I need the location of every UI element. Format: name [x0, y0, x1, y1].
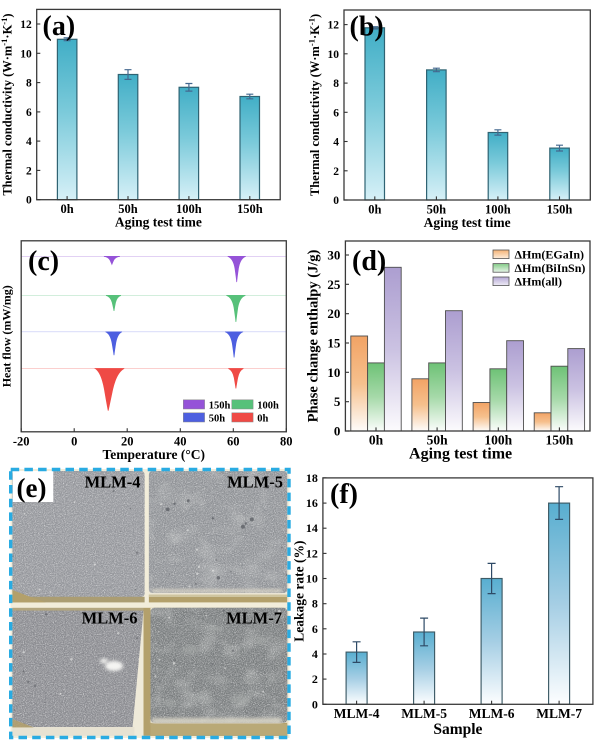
svg-text:Phase change enthalpy (J/g): Phase change enthalpy (J/g) — [306, 249, 322, 422]
svg-text:100h: 100h — [176, 202, 202, 216]
svg-text:Thermal conductivity (W·m-1·K-: Thermal conductivity (W·m-1·K-1) — [0, 13, 15, 195]
svg-text:(d): (d) — [352, 246, 386, 277]
svg-text:MLM-6: MLM-6 — [82, 609, 138, 628]
svg-text:2: 2 — [333, 166, 339, 178]
svg-text:150h: 150h — [237, 202, 263, 216]
svg-text:14: 14 — [306, 521, 318, 535]
svg-text:2: 2 — [26, 165, 32, 177]
svg-text:8: 8 — [333, 78, 339, 90]
svg-text:MLM-7: MLM-7 — [226, 609, 282, 628]
svg-text:4: 4 — [312, 647, 318, 661]
svg-text:0: 0 — [334, 424, 341, 439]
svg-text:0h: 0h — [60, 202, 73, 216]
svg-text:(f): (f) — [330, 479, 358, 510]
svg-text:ΔHm(EGaIn): ΔHm(EGaIn) — [515, 247, 585, 261]
svg-text:0h: 0h — [368, 203, 381, 217]
svg-text:(c): (c) — [28, 246, 59, 277]
svg-text:100h: 100h — [484, 433, 512, 448]
svg-text:MLM-5: MLM-5 — [227, 473, 283, 492]
svg-text:100h: 100h — [257, 400, 279, 411]
svg-text:80: 80 — [280, 434, 293, 448]
svg-text:150h: 150h — [547, 203, 573, 217]
svg-text:Aging test time: Aging test time — [424, 215, 511, 230]
svg-text:0: 0 — [312, 697, 318, 711]
svg-text:8: 8 — [312, 597, 318, 611]
svg-text:MLM-6: MLM-6 — [469, 706, 515, 721]
svg-text:4: 4 — [26, 136, 32, 148]
svg-text:-20: -20 — [13, 434, 30, 448]
svg-text:0: 0 — [26, 195, 32, 207]
svg-text:0h: 0h — [257, 413, 268, 424]
svg-text:30: 30 — [327, 248, 340, 263]
svg-text:0h: 0h — [369, 433, 384, 448]
svg-text:6: 6 — [333, 107, 339, 119]
svg-text:6: 6 — [26, 107, 32, 119]
svg-text:2: 2 — [312, 672, 318, 686]
svg-text:12: 12 — [20, 19, 32, 31]
svg-text:5: 5 — [334, 394, 341, 409]
svg-text:50h: 50h — [118, 202, 138, 216]
svg-text:20: 20 — [327, 306, 340, 321]
svg-text:MLM-7: MLM-7 — [536, 706, 582, 721]
svg-text:50h: 50h — [427, 203, 447, 217]
svg-text:ΔHm(BiInSn): ΔHm(BiInSn) — [515, 261, 586, 275]
svg-text:100h: 100h — [485, 203, 511, 217]
svg-text:12: 12 — [328, 20, 340, 32]
svg-text:150h: 150h — [209, 400, 231, 411]
svg-text:MLM-4: MLM-4 — [334, 706, 380, 721]
svg-text:(a): (a) — [43, 11, 76, 42]
svg-text:4: 4 — [333, 137, 339, 149]
svg-text:10: 10 — [328, 49, 340, 61]
svg-text:15: 15 — [327, 336, 341, 351]
svg-text:Thermal conductivity (W·m-1·K-: Thermal conductivity (W·m-1·K-1) — [307, 14, 323, 196]
svg-text:60: 60 — [227, 434, 240, 448]
svg-text:10: 10 — [327, 365, 340, 380]
svg-text:0: 0 — [71, 434, 77, 448]
svg-text:MLM-4: MLM-4 — [85, 473, 141, 492]
svg-text:18: 18 — [306, 471, 318, 485]
svg-text:ΔHm(all): ΔHm(all) — [515, 274, 563, 288]
svg-text:Aging test time: Aging test time — [115, 215, 202, 230]
svg-text:10: 10 — [20, 48, 32, 60]
svg-text:50h: 50h — [209, 413, 226, 424]
svg-text:20: 20 — [121, 434, 134, 448]
svg-text:Heat flow (mW/mg): Heat flow (mW/mg) — [0, 285, 14, 387]
svg-text:12: 12 — [306, 546, 318, 560]
svg-text:Aging test time: Aging test time — [409, 446, 512, 463]
svg-text:10: 10 — [306, 572, 318, 586]
svg-text:(b): (b) — [350, 12, 384, 43]
svg-text:(e): (e) — [17, 473, 47, 503]
svg-text:50h: 50h — [427, 433, 449, 448]
svg-text:16: 16 — [306, 496, 318, 510]
svg-text:Leakage rate (%): Leakage rate (%) — [292, 540, 307, 641]
svg-text:150h: 150h — [546, 433, 574, 448]
svg-text:0: 0 — [333, 195, 339, 207]
svg-text:Sample: Sample — [433, 721, 482, 738]
svg-text:25: 25 — [327, 277, 341, 292]
svg-text:6: 6 — [312, 622, 318, 636]
svg-text:Temperature (°C): Temperature (°C) — [103, 447, 206, 462]
svg-text:8: 8 — [26, 78, 32, 90]
svg-text:MLM-5: MLM-5 — [401, 706, 447, 721]
svg-text:40: 40 — [174, 434, 187, 448]
